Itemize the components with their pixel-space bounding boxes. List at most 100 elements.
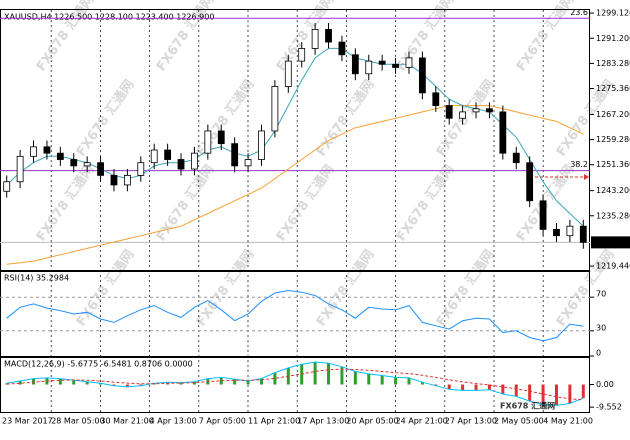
ma-slow — [6, 105, 584, 265]
candle-body — [97, 162, 104, 176]
candle-body — [418, 57, 426, 94]
x-tick-label: 30 Mar 21:00 — [100, 417, 153, 426]
x-tick-label: 4 Apr 13:00 — [150, 417, 197, 426]
candle-body — [392, 63, 399, 68]
x-tick-label: 17 Apr 13:00 — [297, 417, 349, 426]
candle-body — [191, 152, 198, 170]
candle-body — [177, 159, 185, 170]
macd-bar — [58, 378, 62, 385]
macd-bar — [18, 380, 22, 385]
candle-body — [566, 225, 574, 237]
macd-bar — [340, 366, 344, 385]
candle-body — [338, 41, 346, 56]
rsi-frame — [0, 271, 590, 357]
main-frame — [0, 9, 590, 271]
candle-body — [459, 111, 467, 119]
candle-body — [123, 174, 131, 186]
macd-bar — [394, 377, 398, 385]
macd-bar — [568, 384, 572, 404]
macd-bar — [461, 384, 465, 391]
candle-body — [150, 149, 158, 164]
macd-bar — [313, 362, 317, 385]
candle-body — [486, 108, 493, 113]
y-tick-label: 1299.120 — [596, 9, 630, 18]
candle-body — [137, 162, 145, 176]
x-tick-label: 2 May 05:00 — [494, 417, 544, 426]
macd-bar — [434, 384, 438, 386]
candle-body — [56, 152, 64, 160]
macd-bar — [192, 381, 196, 385]
macd-bar — [514, 384, 518, 397]
candle-body — [351, 54, 359, 75]
y-tick-label: 0 — [596, 349, 601, 358]
candle-body — [16, 155, 24, 183]
x-tick-label: 27 Apr 13:00 — [445, 417, 497, 426]
arrow-head — [584, 174, 589, 180]
candle-body — [231, 143, 239, 167]
macd-bar — [32, 378, 36, 385]
macd-bar — [367, 373, 371, 385]
candle-body — [244, 159, 252, 167]
macd-bar — [501, 384, 505, 394]
macd-bar — [554, 384, 558, 406]
macd-bar — [112, 384, 116, 386]
y-tick-label: -9.552 — [596, 403, 622, 412]
macd-bar — [219, 377, 223, 385]
candle-body — [204, 130, 212, 154]
candle-body — [164, 149, 172, 160]
macd-bar — [273, 372, 277, 385]
y-tick-label: 1291.200 — [596, 34, 630, 43]
macd-bar — [407, 377, 411, 385]
macd-bar — [474, 384, 478, 391]
macd-bar — [246, 380, 250, 385]
macd-bar — [353, 371, 357, 385]
candle-body — [579, 225, 587, 243]
y-tick-label: 0.00 — [596, 380, 614, 389]
candle-body — [70, 159, 78, 167]
logo: FX678 汇通网 — [500, 401, 555, 411]
macd-signal — [6, 368, 584, 401]
macd-bar — [581, 384, 585, 398]
x-tick-label: 28 Mar 05:00 — [51, 417, 104, 426]
candle-body — [365, 60, 373, 75]
candle-body — [30, 146, 37, 157]
candle-body — [539, 200, 547, 230]
macd-bar — [72, 380, 76, 385]
candle-body — [378, 60, 386, 65]
macd-bar — [487, 384, 491, 390]
candle-body — [284, 60, 292, 87]
x-tick-label: 20 Apr 05:00 — [346, 417, 398, 426]
candle-body — [298, 48, 306, 62]
candle-body — [43, 146, 51, 154]
level-label: 23.6 — [570, 8, 588, 17]
y-tick-label: 30 — [596, 323, 606, 332]
level-label: 38.2 — [570, 160, 588, 169]
rsi-title: RSI(14) 35.2984 — [4, 274, 69, 283]
candle-body — [83, 162, 91, 167]
candle-body — [217, 130, 225, 145]
macd-bar — [179, 382, 183, 385]
y-tick-label: 1251.360 — [596, 160, 630, 169]
macd-bar — [139, 384, 143, 386]
macd-bar — [541, 384, 545, 405]
x-tick-label: 23 Mar 2017 — [2, 417, 53, 426]
candle-body — [553, 228, 560, 237]
last-price-label: 1226.900 — [594, 238, 630, 247]
candle-body — [405, 57, 413, 68]
macd-title: MACD(12,26,9) -5.6775 -6.5481 0.8706 0.0… — [4, 360, 193, 369]
candle-body — [271, 86, 279, 132]
y-tick-label: 1259.280 — [596, 135, 630, 144]
x-tick-label: 24 Apr 21:00 — [396, 417, 448, 426]
macd-bar — [125, 384, 129, 387]
macd-bar — [528, 384, 532, 402]
candle-body — [472, 108, 480, 113]
macd-bar — [447, 384, 451, 390]
candle-body — [325, 28, 332, 43]
y-tick-label: 1219.440 — [596, 262, 630, 271]
candle-body — [311, 28, 319, 49]
candle-body — [110, 174, 118, 186]
y-tick-label: 1243.200 — [596, 186, 630, 195]
candle-body — [512, 152, 520, 164]
last-price-box — [591, 236, 630, 249]
